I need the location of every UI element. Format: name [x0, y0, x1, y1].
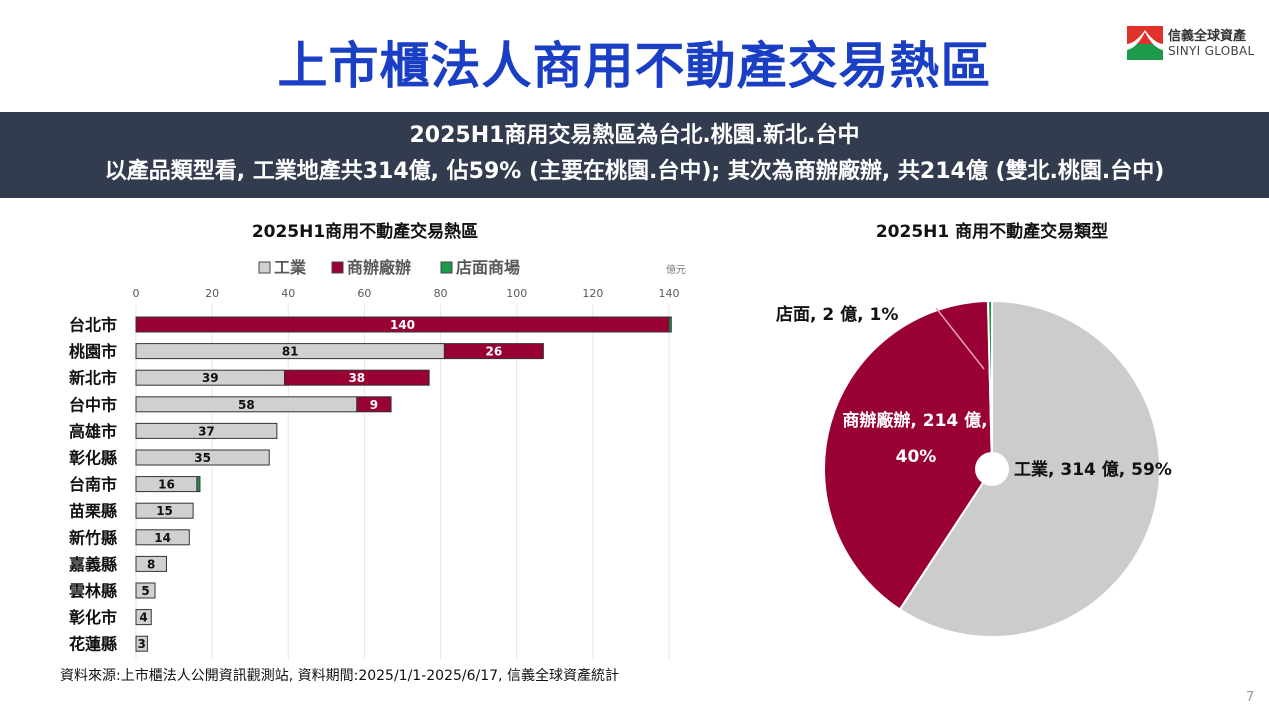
summary-line-2: 以產品類型看, 工業地產共314億, 佔59% (主要在桃園.台中); 其次為商…: [104, 159, 1165, 184]
bar-value-label: 37: [198, 424, 215, 438]
x-tick-label: 20: [205, 287, 219, 300]
bar-value-label: 3: [138, 637, 146, 651]
pie-chart: 2025H1 商用不動產交易類型 店面, 2 億, 1% 商辦廠辦, 214 億…: [776, 221, 1172, 638]
bar-value-label: 26: [486, 345, 503, 359]
bar-segment-industrial: [135, 529, 190, 546]
bar-value-label: 35: [194, 451, 211, 465]
bar-segment-industrial: [135, 502, 194, 519]
category-label: 台中市: [69, 395, 117, 414]
pie-center-hole: [975, 452, 1009, 486]
x-tick-label: 60: [357, 287, 371, 300]
x-tick-label: 120: [582, 287, 603, 300]
bar-marks: 140 81 26 39 38 58 9 37 35 16 15 14 8 5 4 3: [135, 316, 672, 652]
x-tick-label: 40: [281, 287, 295, 300]
category-label: 新北市: [69, 369, 117, 388]
bar-value-label: 58: [238, 398, 255, 412]
retail-leader-line: [935, 307, 985, 370]
summary-line-1: 2025H1商用交易熱區為台北.桃園.新北.台中: [409, 123, 860, 148]
legend-swatch-office: [331, 261, 344, 274]
bar-segment-industrial: [135, 449, 270, 466]
legend-label-retail: 店面商場: [456, 258, 520, 277]
bar-value-label: 16: [158, 478, 175, 492]
bar-segment-industrial: [135, 582, 156, 599]
pie-label-office-line1: 商辦廠辦, 214 億,: [842, 410, 987, 431]
bar-segment-industrial: [135, 609, 152, 626]
pie-label-office-line2: 40%: [896, 447, 937, 467]
category-label: 新竹縣: [69, 528, 117, 547]
bar-value-label: 4: [139, 611, 147, 625]
sinyi-logo: 信義全球資產 SINYI GLOBAL: [1127, 25, 1257, 65]
bar-value-label: 81: [282, 345, 299, 359]
bar-segment-industrial: [135, 422, 278, 439]
category-label: 桃園市: [69, 342, 117, 361]
legend-swatch-industrial: [258, 261, 271, 274]
category-label: 苗栗縣: [69, 502, 117, 521]
pie-label-industrial: 工業, 314 億, 59%: [1014, 459, 1172, 480]
bar-segment-office: [283, 369, 430, 386]
legend-label-office: 商辦廠辦: [347, 258, 411, 277]
summary-banner: 2025H1商用交易熱區為台北.桃園.新北.台中 以產品類型看, 工業地產共31…: [0, 112, 1269, 198]
data-source-note: 資料來源:上市櫃法人公開資訊觀測站, 資料期間:2025/1/1-2025/6/…: [60, 668, 619, 684]
bar-value-label: 14: [154, 531, 171, 545]
category-label: 花蓮縣: [69, 635, 117, 654]
pie-slice-industrial: [898, 299, 1161, 638]
bar-value-label: 140: [390, 318, 415, 332]
bar-segment-industrial: [135, 555, 167, 572]
bar-x-ticks: 0 20 40 60 80 100 120 140: [133, 287, 680, 300]
x-tick-label: 0: [133, 287, 140, 300]
pie-chart-title: 2025H1 商用不動產交易類型: [876, 221, 1108, 242]
page-number: 7: [1246, 690, 1255, 705]
page-title: 上市櫃法人商用不動產交易熱區: [277, 37, 992, 95]
pie-slice-retail: [986, 299, 993, 470]
bar-chart-legend: 工業 商辦廠辦 店面商場: [258, 258, 520, 277]
bar-segment-retail: [196, 476, 201, 493]
bar-value-label: 15: [156, 504, 173, 518]
logo-chinese-text: 信義全球資產: [1168, 29, 1247, 44]
bar-segment-office: [443, 343, 544, 360]
bar-segment-industrial: [135, 635, 148, 652]
pie-label-retail: 店面, 2 億, 1%: [776, 304, 898, 325]
category-label: 雲林縣: [69, 582, 117, 601]
legend-label-industrial: 工業: [274, 258, 307, 277]
bar-segment-office: [356, 396, 392, 413]
legend-swatch-retail: [440, 261, 453, 274]
bar-value-label: 8: [147, 557, 155, 571]
bar-value-label: 5: [141, 584, 149, 598]
category-label: 嘉義縣: [68, 555, 117, 574]
sinyi-logo-mark-icon: [1127, 26, 1163, 60]
x-tick-label: 100: [506, 287, 527, 300]
category-label: 彰化市: [69, 608, 117, 627]
bar-segment-retail: [668, 316, 672, 333]
category-label: 台南市: [69, 475, 117, 494]
x-tick-label: 140: [659, 287, 680, 300]
category-label: 台北市: [69, 316, 117, 335]
x-tick-label: 80: [434, 287, 448, 300]
logo-english-text: SINYI GLOBAL: [1168, 44, 1255, 58]
bar-value-label: 39: [202, 371, 219, 385]
bar-value-label: 38: [348, 371, 365, 385]
pie-slices: [823, 299, 1161, 638]
category-label: 彰化縣: [69, 449, 117, 468]
pie-slice-office: [823, 300, 994, 611]
bar-chart-title: 2025H1商用不動產交易熱區: [252, 221, 478, 242]
unit-label: 億元: [666, 263, 686, 276]
category-label: 高雄市: [69, 422, 117, 441]
bar-chart: 2025H1商用不動產交易熱區 工業 商辦廠辦 店面商場 億元 0 20 40 60 8…: [68, 221, 686, 660]
bar-value-label: 9: [370, 398, 378, 412]
